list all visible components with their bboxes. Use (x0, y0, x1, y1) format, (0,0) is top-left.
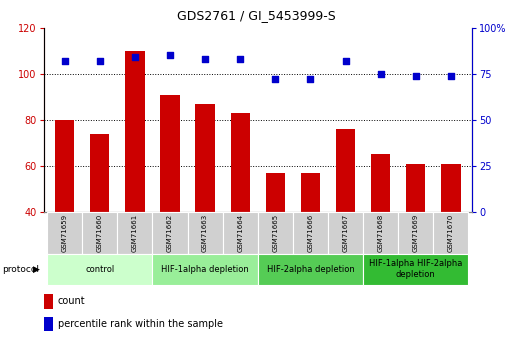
Text: protocol: protocol (3, 265, 40, 274)
Bar (152, 212, 188, 254)
Bar (47, 212, 82, 254)
Point (166, 52, 174, 58)
Bar (152, 254, 258, 285)
Text: GSM71668: GSM71668 (378, 214, 384, 252)
Bar (258, 254, 363, 285)
Bar (223, 212, 258, 254)
Bar (433, 212, 468, 254)
Bar (195, 104, 215, 304)
Bar (398, 212, 433, 254)
Bar (363, 254, 468, 285)
Bar (328, 212, 363, 254)
Point (342, 58, 350, 63)
Text: GSM71665: GSM71665 (272, 214, 279, 252)
Bar (363, 212, 398, 254)
Point (411, 73, 420, 78)
Bar (293, 212, 328, 254)
Bar (230, 113, 250, 304)
Bar (258, 212, 293, 254)
Text: percentile rank within the sample: percentile rank within the sample (58, 319, 223, 329)
Bar (44, 294, 53, 309)
Point (201, 56, 209, 62)
Text: GSM71664: GSM71664 (237, 214, 243, 252)
Text: ▶: ▶ (33, 265, 40, 274)
Bar (47, 254, 152, 285)
Text: GSM71670: GSM71670 (448, 214, 454, 252)
Point (306, 77, 314, 82)
Bar (161, 95, 180, 304)
Point (271, 77, 280, 82)
Text: control: control (85, 265, 114, 274)
Point (236, 56, 244, 62)
Text: GSM71661: GSM71661 (132, 214, 138, 252)
Point (447, 73, 455, 78)
Bar (406, 164, 425, 304)
Bar (188, 212, 223, 254)
Point (377, 71, 385, 77)
Bar (117, 212, 152, 254)
Point (131, 55, 139, 60)
Text: GSM71659: GSM71659 (62, 214, 68, 252)
Text: GSM71666: GSM71666 (307, 214, 313, 252)
Bar (125, 51, 145, 304)
Text: GSM71662: GSM71662 (167, 214, 173, 252)
Text: HIF-2alpha depletion: HIF-2alpha depletion (267, 265, 354, 274)
Bar (371, 155, 390, 304)
Bar (266, 173, 285, 304)
Bar (441, 164, 461, 304)
Text: GSM71669: GSM71669 (413, 214, 419, 252)
Text: GSM71667: GSM71667 (343, 214, 348, 252)
Text: HIF-1alpha HIF-2alpha
depletion: HIF-1alpha HIF-2alpha depletion (369, 259, 463, 279)
Text: count: count (58, 296, 85, 306)
Text: GDS2761 / GI_5453999-S: GDS2761 / GI_5453999-S (177, 9, 336, 22)
Text: HIF-1alpha depletion: HIF-1alpha depletion (161, 265, 249, 274)
Point (96, 58, 104, 63)
Bar (90, 134, 109, 304)
Bar (301, 173, 320, 304)
Point (61, 58, 69, 63)
Text: GSM71660: GSM71660 (97, 214, 103, 252)
Bar (336, 129, 355, 304)
Text: GSM71663: GSM71663 (202, 214, 208, 252)
Bar (44, 317, 53, 331)
Bar (55, 120, 74, 304)
Bar (82, 212, 117, 254)
